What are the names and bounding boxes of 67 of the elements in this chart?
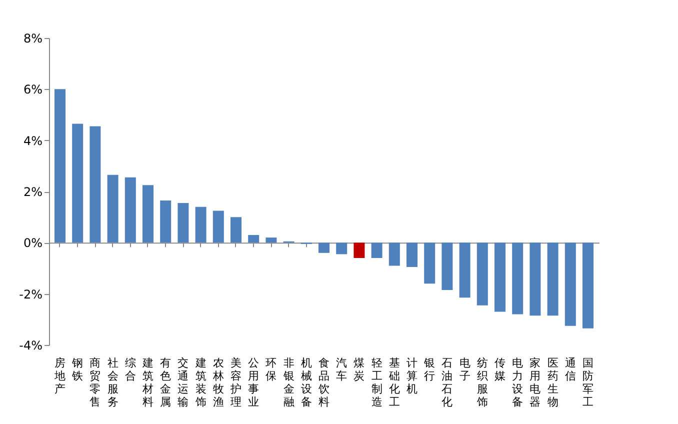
x-tick-label: 非银金融 — [282, 356, 294, 408]
x-tick-label: 轻工制造 — [371, 356, 382, 408]
bar — [178, 203, 189, 243]
bar — [72, 124, 84, 243]
bar — [494, 242, 506, 312]
bar — [318, 242, 330, 253]
x-tick-label: 计算机 — [406, 356, 418, 396]
bar — [564, 242, 576, 326]
x-tick-label: 银行 — [423, 356, 436, 382]
bar — [530, 242, 541, 316]
bar — [406, 242, 418, 267]
x-tick-label: 煤炭 — [354, 356, 365, 382]
x-tick-label: 国防军工 — [582, 356, 594, 408]
x-tick-label: 家用电器 — [530, 356, 541, 408]
x-tick-label: 建筑装饰 — [194, 356, 206, 408]
x-tick-label: 食品饮料 — [318, 356, 330, 408]
x-tick-label: 美容护理 — [230, 356, 242, 408]
x-tick-label: 电力设备 — [512, 356, 524, 408]
bar — [547, 242, 558, 316]
x-tick-label: 公用事业 — [248, 356, 260, 408]
y-tick-label: -2% — [19, 287, 42, 302]
x-tick-label: 房地产 — [54, 356, 66, 396]
bar — [354, 242, 365, 258]
bar — [248, 234, 260, 243]
y-tick-label: 4% — [23, 134, 42, 148]
x-tick-label: 商贸零售 — [90, 356, 101, 408]
bar — [336, 242, 348, 254]
x-tick-label: 医药生物 — [547, 356, 558, 408]
x-tick-label: 社会服务 — [107, 356, 118, 408]
bar — [442, 242, 453, 290]
x-tick-label: 机械设备 — [300, 356, 312, 408]
x-tick-label: 传媒 — [494, 356, 506, 382]
x-tick-label: 基础化工 — [388, 356, 400, 408]
bar — [512, 242, 524, 314]
bar — [107, 174, 118, 243]
y-tick-label: -4% — [19, 338, 42, 352]
bar — [212, 210, 224, 243]
x-tick-label: 电子 — [459, 356, 470, 382]
x-tick-label: 通信 — [564, 356, 576, 382]
x-tick-label: 纺织服饰 — [476, 356, 488, 408]
x-tick-label: 石油石化 — [442, 356, 453, 408]
bar — [266, 238, 277, 243]
bar — [90, 126, 101, 243]
bar — [230, 217, 242, 243]
x-tick-label: 交通运输 — [178, 356, 189, 408]
y-tick-label: 6% — [23, 82, 42, 97]
y-tick-label: 8% — [23, 32, 42, 46]
x-tick-label: 钢铁 — [71, 356, 84, 382]
bar — [142, 185, 154, 243]
x-tick-label: 环保 — [266, 356, 277, 382]
x-tick-label: 汽车 — [336, 356, 348, 382]
y-tick-label: 0% — [23, 236, 42, 250]
bar — [124, 177, 136, 243]
bar — [160, 200, 172, 243]
y-tick-label: 2% — [23, 185, 42, 199]
x-tick-label: 农林牧渔 — [212, 356, 224, 408]
x-tick-label: 综合 — [124, 356, 136, 382]
bar — [371, 242, 382, 258]
bar — [582, 242, 594, 328]
x-tick-label: 有色金属 — [160, 356, 172, 408]
bar — [459, 242, 470, 298]
bar — [424, 242, 436, 284]
x-tick-label: 建筑材料 — [142, 356, 154, 408]
bar — [195, 206, 206, 243]
bar — [54, 89, 66, 243]
bar — [476, 242, 488, 306]
bar — [388, 242, 400, 266]
